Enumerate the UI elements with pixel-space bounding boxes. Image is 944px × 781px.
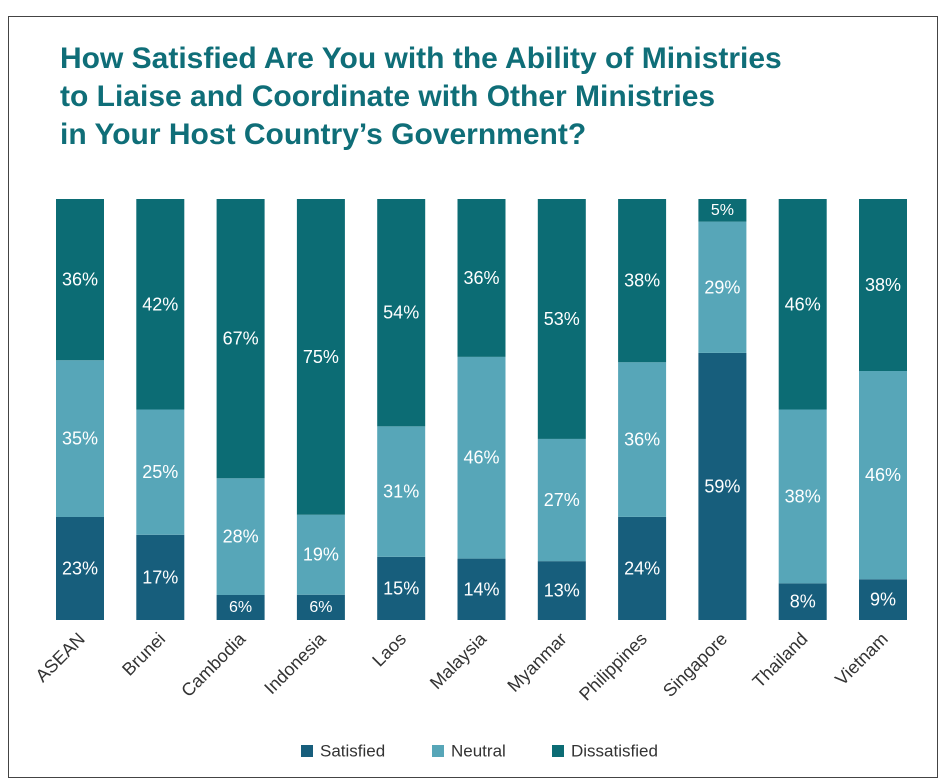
chart-title-line-1: How Satisfied Are You with the Ability o… (60, 42, 782, 75)
legend: Satisfied Neutral Dissatisfied (301, 742, 658, 761)
data-label-indonesia-satisfied: 6% (309, 599, 332, 616)
chart-title-line-3: in Your Host Country’s Government? (60, 118, 587, 151)
data-label-laos-satisfied: 15% (383, 578, 419, 598)
legend-label-dissatisfied: Dissatisfied (571, 742, 658, 761)
x-tick-label-thailand: Thailand (749, 629, 812, 692)
bar-thailand-neutral (778, 409, 827, 584)
data-label-vietnam-satisfied: 9% (870, 590, 896, 610)
data-label-asean-satisfied: 23% (62, 558, 98, 578)
bar-myanmar-satisfied (537, 561, 586, 620)
x-tick-label-myanmar: Myanmar (503, 629, 570, 696)
bar-indonesia-satisfied (296, 594, 345, 620)
x-tick-label-vietnam: Vietnam (831, 629, 892, 690)
bar-laos-satisfied (377, 556, 426, 620)
data-label-thailand-dissatisfied: 46% (785, 294, 821, 314)
bars-layer: 23% 35% 36% 17% 25% 42% 6% 28% 67% 6% 19% 75% 15% 31%… (56, 199, 907, 620)
bar-indonesia-dissatisfied (296, 199, 345, 515)
x-tick-label-indonesia: Indonesia (260, 628, 330, 698)
data-label-indonesia-neutral: 19% (303, 545, 339, 565)
bar-brunei-dissatisfied (136, 199, 185, 410)
chart-title-line-2: to Liaise and Coordinate with Other Mini… (60, 80, 716, 113)
bar-cambodia-dissatisfied (216, 199, 265, 479)
bar-myanmar-neutral (537, 438, 586, 562)
chart-title: How Satisfied Are You with the Ability o… (60, 40, 920, 154)
bar-thailand-dissatisfied (778, 199, 827, 410)
bar-malaysia-neutral (457, 356, 506, 559)
x-axis-labels: ASEAN Brunei Cambodia Indonesia Laos Malaysia… (32, 628, 892, 704)
bar-myanmar-dissatisfied (537, 199, 586, 439)
bar-singapore-dissatisfied (698, 199, 747, 222)
data-label-brunei-dissatisfied: 42% (142, 294, 178, 314)
bar-laos-dissatisfied (377, 199, 426, 427)
data-label-philippines-satisfied: 24% (624, 558, 660, 578)
legend-swatch-satisfied (301, 745, 313, 757)
bar-cambodia-neutral (216, 478, 265, 595)
bar-philippines-satisfied (618, 516, 667, 620)
legend-swatch-dissatisfied (552, 745, 564, 757)
x-tick-label-philippines: Philippines (575, 629, 651, 705)
x-tick-label-brunei: Brunei (118, 629, 169, 680)
x-tick-label-asean: ASEAN (32, 629, 89, 686)
data-label-asean-neutral: 35% (62, 429, 98, 449)
bar-indonesia-neutral (296, 514, 345, 595)
data-label-vietnam-neutral: 46% (865, 465, 901, 485)
data-label-singapore-satisfied: 59% (704, 476, 740, 496)
bar-asean-dissatisfied (56, 199, 104, 361)
x-tick-label-laos: Laos (368, 629, 410, 671)
bar-singapore-neutral (698, 221, 747, 353)
bar-singapore-satisfied (698, 352, 747, 620)
bar-laos-neutral (377, 426, 426, 557)
data-label-malaysia-dissatisfied: 36% (463, 268, 499, 288)
bar-cambodia-satisfied (216, 594, 265, 620)
legend-label-satisfied: Satisfied (320, 742, 385, 761)
bar-philippines-neutral (618, 362, 667, 517)
data-label-brunei-neutral: 25% (142, 462, 178, 482)
data-label-cambodia-satisfied: 6% (229, 599, 252, 616)
x-tick-label-singapore: Singapore (659, 629, 731, 701)
bar-vietnam-satisfied (859, 579, 907, 620)
legend-label-neutral: Neutral (451, 742, 506, 761)
bar-vietnam-neutral (859, 371, 907, 580)
bar-malaysia-dissatisfied (457, 199, 506, 357)
data-label-thailand-satisfied: 8% (790, 592, 816, 612)
data-label-myanmar-neutral: 27% (544, 490, 580, 510)
data-label-laos-dissatisfied: 54% (383, 303, 419, 323)
data-label-vietnam-dissatisfied: 38% (865, 275, 901, 295)
data-label-thailand-neutral: 38% (785, 486, 821, 506)
bar-asean-satisfied (56, 516, 104, 620)
data-label-cambodia-neutral: 28% (223, 527, 259, 547)
data-label-indonesia-dissatisfied: 75% (303, 347, 339, 367)
data-label-philippines-dissatisfied: 38% (624, 271, 660, 291)
bar-malaysia-satisfied (457, 558, 506, 620)
bar-philippines-dissatisfied (618, 199, 667, 363)
data-label-malaysia-neutral: 46% (463, 448, 499, 468)
data-label-singapore-neutral: 29% (704, 277, 740, 297)
data-label-myanmar-dissatisfied: 53% (544, 309, 580, 329)
data-label-singapore-dissatisfied: 5% (711, 202, 734, 219)
data-label-cambodia-dissatisfied: 67% (223, 329, 259, 349)
bar-thailand-satisfied (778, 583, 827, 620)
x-tick-label-malaysia: Malaysia (426, 628, 491, 693)
bar-brunei-satisfied (136, 534, 185, 620)
data-label-brunei-satisfied: 17% (142, 567, 178, 587)
bar-vietnam-dissatisfied (859, 199, 907, 372)
legend-swatch-neutral (432, 745, 444, 757)
data-label-malaysia-satisfied: 14% (463, 579, 499, 599)
data-label-laos-neutral: 31% (383, 482, 419, 502)
bar-brunei-neutral (136, 409, 185, 535)
data-label-myanmar-satisfied: 13% (544, 581, 580, 601)
data-label-asean-dissatisfied: 36% (62, 270, 98, 290)
data-label-philippines-neutral: 36% (624, 430, 660, 450)
bar-asean-neutral (56, 360, 104, 517)
x-tick-label-cambodia: Cambodia (177, 628, 250, 701)
